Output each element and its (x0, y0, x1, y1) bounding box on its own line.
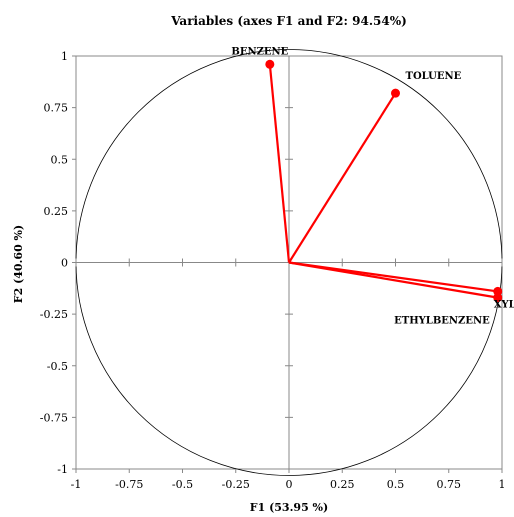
y-tick-label: -0.75 (40, 411, 68, 424)
x-tick-label: 0.5 (387, 478, 405, 491)
y-tick-label: 0.75 (44, 102, 69, 115)
x-tick-label: 1 (499, 478, 506, 491)
vector-ethylbenzene (288, 261, 498, 299)
label-xylene: XYLENE (494, 299, 514, 310)
x-tick-label: -0.5 (172, 478, 193, 491)
x-tick-label: -0.25 (222, 478, 250, 491)
y-axis-label: F2 (40.60 %) (12, 225, 25, 303)
x-tick-label: 0.25 (330, 478, 355, 491)
variable-labels: BENZENE TOLUENE XYLENE ETHYLBENZENE (231, 46, 514, 326)
point-xylene (493, 286, 503, 296)
x-tick-label: 0.75 (437, 478, 462, 491)
y-tick-label: -1 (57, 463, 68, 476)
y-tick-label: -0.25 (40, 308, 68, 321)
variable-vectors (265, 59, 503, 303)
vector-benzene (268, 64, 291, 263)
x-tick-label: -1 (71, 478, 82, 491)
chart-title: Variables (axes F1 and F2: 94.54%) (170, 14, 407, 28)
y-tick-label: 0 (61, 257, 68, 270)
y-tick-label: 1 (61, 50, 68, 63)
y-tick-label: 0.5 (51, 153, 69, 166)
vector-toluene (288, 92, 397, 264)
x-axis-label: F1 (53.95 %) (250, 501, 328, 514)
x-tick-label: -0.75 (115, 478, 143, 491)
y-tick-labels: 1 0.75 0.5 0.25 0 -0.25 -0.5 -0.75 -1 (40, 50, 68, 476)
label-toluene: TOLUENE (406, 71, 462, 82)
axes-group (72, 55, 503, 473)
label-benzene: BENZENE (231, 46, 288, 57)
x-tick-label: 0 (286, 478, 293, 491)
x-tick-labels: -1 -0.75 -0.5 -0.25 0 0.25 0.5 0.75 1 (71, 478, 506, 491)
y-tick-label: 0.25 (44, 205, 69, 218)
y-tick-label: -0.5 (47, 360, 68, 373)
point-benzene (265, 59, 275, 69)
point-toluene (391, 88, 400, 98)
label-ethylbenzene: ETHYLBENZENE (394, 316, 490, 327)
point-ethylbenzene (493, 293, 503, 303)
